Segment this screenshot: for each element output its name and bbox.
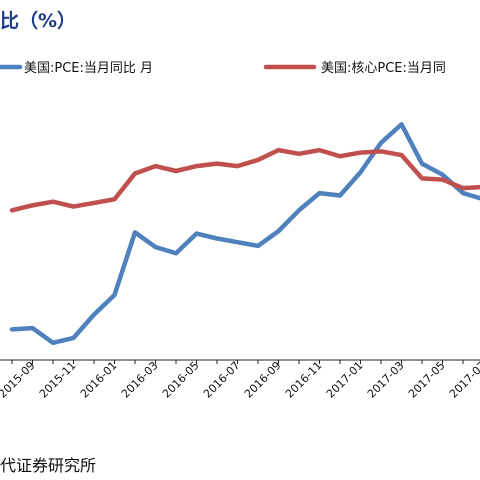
series-layer [9, 122, 480, 346]
x-tick-label-2016-03: 2016-03 [119, 359, 161, 401]
legend: 美国:PCE:当月同比 月 美国:核心PCE:当月同 [0, 61, 446, 76]
series-line-1 [9, 122, 480, 346]
x-tick-label-2016-11: 2016-11 [283, 359, 325, 401]
legend-label-1: 美国:PCE:当月同比 月 [24, 61, 153, 76]
x-tick-label-2017-03: 2017-03 [365, 359, 407, 401]
x-tick-label-2016-09: 2016-09 [242, 359, 284, 401]
x-tick-label-2016-07: 2016-07 [201, 359, 243, 401]
series-line-2 [9, 147, 480, 213]
x-tick-label-2015-09: 2015-09 [0, 359, 38, 401]
x-axis-ticks: 2015-09 2015-11 2016-01 2016-03 2016-05 2016-… [0, 359, 480, 401]
legend-label-2: 美国:核心PCE:当月同 [321, 61, 446, 76]
x-tick-label-2016-05: 2016-05 [160, 359, 202, 401]
x-tick-label-2017-05: 2017-05 [406, 359, 448, 401]
x-tick-label-2017-07: 2017-07 [447, 359, 480, 401]
x-tick-label-2017-01: 2017-01 [324, 359, 366, 401]
chart-title: 比（%） [0, 10, 77, 32]
source-note: 代证券研究所 [0, 456, 97, 475]
x-tick-label-2016-01: 2016-01 [78, 359, 120, 401]
x-tick-label-2015-11: 2015-11 [37, 359, 79, 401]
